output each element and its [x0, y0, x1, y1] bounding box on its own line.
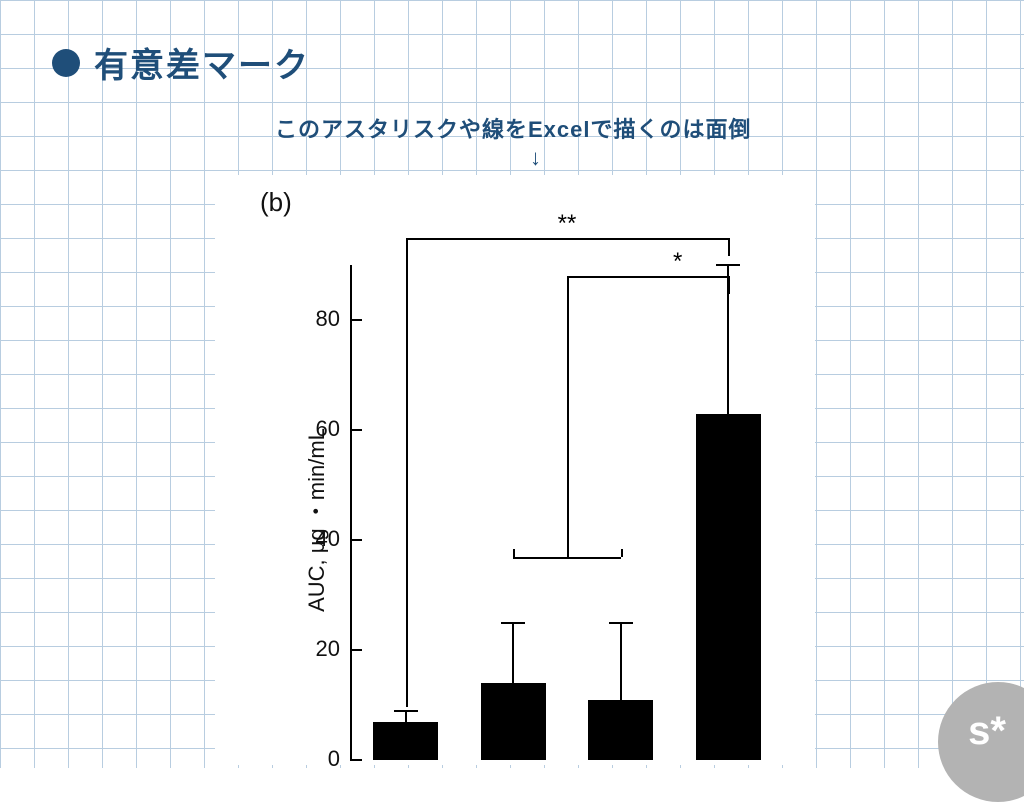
y-tick — [350, 759, 362, 761]
y-tick-label: 0 — [290, 746, 340, 772]
page-title: 有意差マーク — [52, 38, 310, 87]
sig-bracket — [406, 238, 729, 240]
bar — [373, 722, 438, 761]
sig-bracket — [728, 238, 730, 256]
error-bar — [512, 623, 514, 684]
panel-label: (b) — [260, 187, 292, 218]
sig-bracket — [621, 549, 623, 557]
error-cap — [716, 264, 740, 266]
y-axis-label: AUC, μg ・min/mL — [299, 428, 331, 612]
y-tick-label: 60 — [290, 416, 340, 442]
bar — [588, 700, 653, 761]
bullet-icon — [52, 49, 80, 77]
y-axis — [350, 265, 352, 760]
bar — [696, 414, 761, 761]
sig-bracket — [406, 238, 408, 707]
bar-chart: (b) AUC, μg ・min/mL 020406080*** — [215, 175, 815, 765]
logo-text: s* — [968, 709, 1006, 754]
bar — [481, 683, 546, 760]
error-cap — [609, 622, 633, 624]
y-tick — [350, 539, 362, 541]
sig-bracket — [513, 557, 621, 559]
sig-bracket — [513, 549, 515, 557]
error-bar — [620, 623, 622, 700]
sig-bracket — [567, 276, 728, 278]
y-tick — [350, 429, 362, 431]
error-cap — [394, 710, 418, 712]
error-bar — [405, 711, 407, 722]
error-cap — [501, 622, 525, 624]
y-tick-label: 80 — [290, 306, 340, 332]
y-tick — [350, 319, 362, 321]
sig-bracket — [728, 276, 730, 294]
subtitle-text: このアスタリスクや線をExcelで描くのは面倒 — [275, 112, 752, 144]
y-tick-label: 20 — [290, 636, 340, 662]
title-text: 有意差マーク — [94, 38, 310, 87]
y-tick-label: 40 — [290, 526, 340, 552]
y-tick — [350, 649, 362, 651]
sig-label: * — [673, 248, 682, 276]
sig-bracket — [567, 276, 569, 557]
sig-label: ** — [558, 210, 577, 238]
down-arrow-icon: ↓ — [530, 145, 541, 171]
